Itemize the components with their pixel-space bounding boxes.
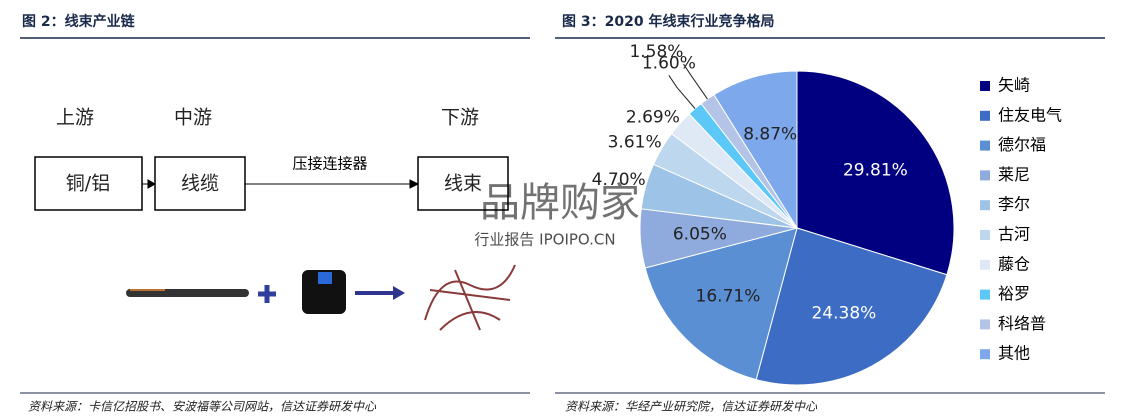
illustrations [126, 264, 516, 331]
legend-swatch [980, 170, 990, 181]
data-label: 29.81% [843, 160, 908, 180]
data-label: 6.05% [673, 225, 727, 245]
figure-title: 图 2：线束产业链 [22, 13, 136, 30]
legend-label: 其他 [998, 344, 1030, 363]
legend-swatch [980, 140, 990, 151]
source: 资料来源：华经产业研究院，信达证券研发中心 [565, 400, 818, 414]
box-label: 线束 [444, 173, 482, 195]
legend-swatch [980, 349, 990, 360]
stage-label: 中游 [174, 107, 212, 129]
chart-title: 图 3：2020 年线束行业竞争格局 [562, 13, 774, 30]
legend-label: 藤仓 [998, 254, 1030, 273]
pie-slice [644, 227, 798, 381]
legend-swatch [980, 110, 990, 121]
legend-swatch [980, 230, 990, 240]
legend-swatch [980, 200, 990, 211]
watermark: 行业报告 IPOIPO.CN [474, 231, 615, 249]
pie-slice [796, 70, 955, 276]
pie: 29.81% 24.38% 16.71% 6.05% 4.70% 3.61% 2.69% 1.… [592, 42, 955, 386]
source: 资料来源：卡信亿招股书、安波福等公司网站，信达证券研发中心 [28, 400, 377, 414]
data-label: 1.60% [642, 53, 696, 73]
legend-label: 科络普 [998, 314, 1046, 333]
legend-label: 莱尼 [998, 165, 1030, 184]
legend-label: 矢崎 [998, 76, 1030, 95]
legend-swatch [980, 319, 990, 330]
legend-label: 德尔福 [998, 135, 1046, 154]
data-label: 8.87% [743, 124, 797, 144]
data-label: 24.38% [811, 303, 876, 323]
leader-line [683, 63, 708, 100]
data-label: 3.61% [608, 132, 662, 152]
legend-label: 住友电气 [998, 105, 1062, 124]
pie-slice [713, 70, 798, 230]
data-label: 4.70% [592, 170, 646, 190]
legend-label: 李尔 [998, 195, 1030, 214]
legend-label: 古河 [998, 225, 1030, 244]
data-label: 16.71% [696, 287, 761, 307]
watermark: 品牌购家 [480, 180, 640, 226]
stage-label: 上游 [56, 107, 94, 129]
arrow-label: 压接连接器 [292, 155, 367, 173]
leader-line [668, 75, 696, 109]
data-label: 2.69% [626, 107, 680, 127]
legend-swatch [980, 81, 990, 91]
box-label: 铜/铝 [66, 173, 110, 195]
data-label: 1.58% [629, 42, 683, 62]
arrows [142, 179, 420, 189]
legend-swatch [980, 259, 990, 270]
legend-swatch [980, 289, 990, 300]
pie-slice [755, 227, 948, 386]
stage-label: 下游 [441, 107, 479, 129]
legend-label: 裕罗 [998, 284, 1030, 303]
box-label: 线缆 [181, 173, 219, 195]
